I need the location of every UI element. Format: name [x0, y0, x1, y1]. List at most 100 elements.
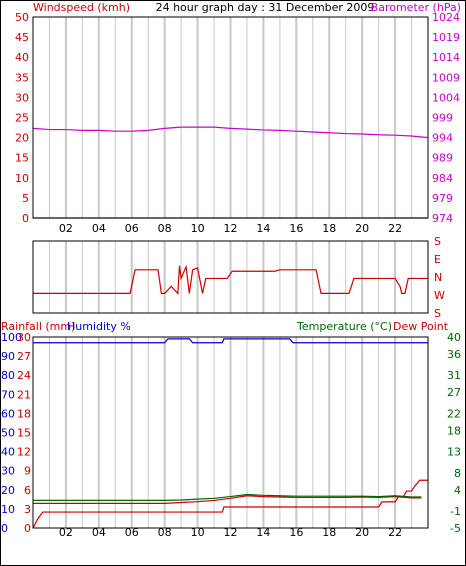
y-tick-label-right: 1009 — [432, 71, 460, 84]
y-tick-label-humidity: 40 — [1, 446, 15, 459]
chart1-grid — [48, 17, 413, 218]
y-tick-label-humidity: 100 — [1, 331, 22, 344]
chart1-plot-border — [32, 16, 429, 219]
y-tick-label-left: 30 — [15, 91, 29, 104]
y-tick-label-rain: 0 — [24, 522, 31, 535]
y-tick-label-temp: 31 — [447, 369, 461, 382]
series-line-wind-direction — [33, 264, 428, 295]
series-line-barometer — [32, 126, 429, 139]
y-tick-label-rain: 21 — [17, 388, 31, 401]
chart3-ticks: 02 04 06 08 10 12 14 16 18 20 22010203040506070809… — [1, 331, 461, 539]
chart3-label-dew: Dew Point — [393, 320, 449, 333]
y-tick-label-right: 999 — [432, 112, 453, 125]
y-tick-label-left: 20 — [15, 132, 29, 145]
y-tick-label-temp: 36 — [447, 348, 461, 361]
chart3-grid — [48, 337, 413, 528]
chart3-label-temp: Temperature (°C) — [296, 320, 392, 333]
y-tick-label-right: 989 — [432, 152, 453, 165]
series-line-rainfall — [32, 479, 428, 529]
y-tick-label-rain: 18 — [17, 407, 31, 420]
chart1-title: 24 hour graph day : 31 December 2009 — [156, 1, 375, 14]
x-tick-label: 14 — [256, 222, 270, 235]
y-tick-label-left: 0 — [22, 212, 29, 225]
chart3-label-rain: Rainfall (mm) — [1, 320, 75, 333]
y-tick-label-humidity: 0 — [1, 522, 8, 535]
chart3-plot-border — [32, 336, 429, 529]
y-tick-label-temp: 22 — [447, 407, 461, 420]
x-tick-label: 06 — [125, 526, 139, 539]
chart3-series — [32, 338, 428, 529]
y-tick-label-rain: 3 — [24, 503, 31, 516]
y-tick-label-rain: 15 — [17, 427, 31, 440]
y-tick-label-left: 45 — [15, 31, 29, 44]
x-tick-label: 20 — [355, 526, 369, 539]
y-tick-label-temp: -5 — [450, 522, 461, 535]
y-tick-label-rain: 12 — [17, 446, 31, 459]
y-tick-label-right: 1024 — [432, 11, 460, 24]
chart2-series — [33, 264, 428, 295]
y-tick-label-temp: -1 — [450, 505, 461, 518]
chart1-ticks: 02 04 06 08 10 12 14 16 18 20 22 0 5 10 15 20 25 30 35 40 45… — [15, 11, 460, 235]
y-tick-label-left: 50 — [15, 11, 29, 24]
series-line-temperature — [33, 495, 422, 504]
y-tick-label-direction: S — [434, 235, 441, 248]
y-tick-label-right: 1004 — [432, 91, 460, 104]
chart2-plot-border — [32, 240, 429, 314]
y-tick-label-right: 1014 — [432, 51, 460, 64]
x-tick-label: 16 — [289, 222, 303, 235]
y-tick-label-humidity: 70 — [1, 388, 15, 401]
y-tick-label-rain: 27 — [17, 350, 31, 363]
x-tick-label: 06 — [125, 222, 139, 235]
chart2-grid — [48, 241, 413, 313]
y-tick-label-humidity: 30 — [1, 465, 15, 478]
y-tick-label-left: 10 — [15, 172, 29, 185]
y-tick-label-left: 35 — [15, 71, 29, 84]
x-tick-label: 02 — [59, 526, 73, 539]
x-tick-label: 08 — [158, 526, 172, 539]
x-tick-label: 10 — [191, 222, 205, 235]
x-tick-label: 22 — [388, 222, 402, 235]
x-tick-label: 04 — [92, 526, 106, 539]
chart1-ylabel-left: Windspeed (kmh) — [33, 1, 130, 14]
y-tick-label-humidity: 90 — [1, 350, 15, 363]
x-tick-label: 10 — [191, 526, 205, 539]
y-tick-label-rain: 6 — [24, 484, 31, 497]
x-tick-label: 20 — [355, 222, 369, 235]
x-tick-label: 02 — [59, 222, 73, 235]
x-tick-label: 12 — [224, 222, 238, 235]
x-tick-label: 08 — [158, 222, 172, 235]
y-tick-label-direction: S — [434, 307, 441, 320]
y-tick-label-humidity: 80 — [1, 369, 15, 382]
y-tick-label-temp: 27 — [447, 386, 461, 399]
y-tick-label-left: 40 — [15, 51, 29, 64]
y-tick-label-temp: 13 — [447, 446, 461, 459]
y-tick-label-left: 5 — [22, 192, 29, 205]
y-tick-label-direction: E — [434, 253, 441, 266]
y-tick-label-left: 15 — [15, 152, 29, 165]
y-tick-label-right: 974 — [432, 212, 453, 225]
y-tick-label-right: 994 — [432, 132, 453, 145]
series-line-humidity — [33, 338, 428, 344]
x-tick-label: 14 — [256, 526, 270, 539]
y-tick-label-rain: 9 — [24, 465, 31, 478]
y-tick-label-humidity: 20 — [1, 484, 15, 497]
series-line-dew-point — [33, 493, 422, 502]
y-tick-label-temp: 18 — [447, 424, 461, 437]
x-tick-label: 18 — [322, 222, 336, 235]
y-tick-label-left: 25 — [15, 112, 29, 125]
x-tick-label: 18 — [322, 526, 336, 539]
chart3-label-humidity: Humidity % — [67, 320, 131, 333]
x-tick-label: 16 — [289, 526, 303, 539]
x-tick-label: 12 — [224, 526, 238, 539]
y-tick-label-right: 979 — [432, 192, 453, 205]
y-tick-label-temp: 40 — [447, 331, 461, 344]
y-tick-label-direction: W — [434, 289, 445, 302]
y-tick-label-humidity: 60 — [1, 407, 15, 420]
y-tick-label-humidity: 10 — [1, 503, 15, 516]
y-tick-label-temp: 8 — [454, 467, 461, 480]
y-tick-label-right: 1019 — [432, 31, 460, 44]
y-tick-label-right: 984 — [432, 172, 453, 185]
